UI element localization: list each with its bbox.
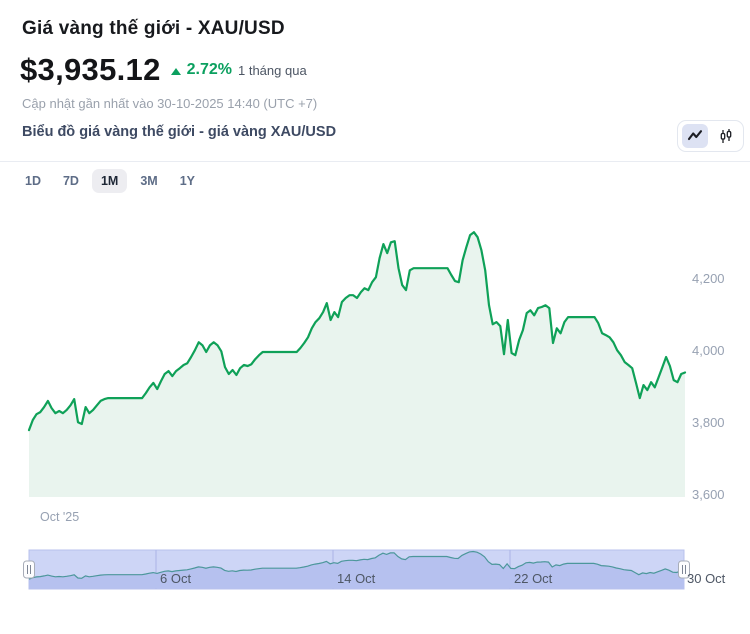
navigator-label-6oct: 6 Oct bbox=[160, 571, 192, 586]
y-axis-tick-4200: 4,200 bbox=[692, 271, 725, 286]
range-button-1d[interactable]: 1D bbox=[25, 174, 41, 188]
y-axis-tick-3600: 3,600 bbox=[692, 487, 725, 502]
chart-type-toggle[interactable] bbox=[677, 120, 744, 152]
navigator-label-30oct: 30 Oct bbox=[687, 571, 726, 586]
navigator-right-handle[interactable] bbox=[678, 560, 690, 579]
line-chart-button[interactable] bbox=[682, 124, 708, 148]
price-line bbox=[27, 231, 687, 432]
navigator-label-22oct: 22 Oct bbox=[514, 571, 553, 586]
navigator-area-fill bbox=[29, 551, 684, 589]
y-axis-tick-4000: 4,000 bbox=[692, 343, 725, 358]
range-button-7d[interactable]: 7D bbox=[62, 174, 79, 188]
price-value: $3,935.12 bbox=[20, 52, 161, 87]
page-title: Giá vàng thế giới - XAU/USD bbox=[22, 18, 285, 39]
update-timestamp: Cập nhật gần nhất vào 30-10-2025 14:40 (… bbox=[22, 96, 318, 111]
range-button-1y[interactable]: 1Y bbox=[179, 174, 196, 188]
navigator-line bbox=[28, 550, 685, 580]
y-axis-tick-3800: 3,800 bbox=[692, 415, 725, 430]
line-chart-icon bbox=[687, 130, 703, 141]
main-area-series[interactable] bbox=[27, 231, 687, 497]
navigator-label-14oct: 14 Oct bbox=[337, 571, 376, 586]
up-triangle-icon bbox=[170, 67, 181, 75]
price-change: 2.72% 1 tháng qua bbox=[170, 61, 307, 79]
range-button-3m[interactable]: 3M bbox=[140, 174, 158, 188]
change-period: 1 tháng qua bbox=[238, 62, 307, 78]
change-percent: 2.72% bbox=[186, 61, 232, 78]
range-selector: 1D 7D 1M 3M 1Y bbox=[16, 169, 204, 193]
navigator[interactable] bbox=[23, 549, 690, 590]
price-row: $3,935.12 2.72% 1 tháng qua bbox=[20, 52, 307, 88]
price-area-fill bbox=[29, 232, 685, 497]
divider bbox=[0, 161, 750, 162]
navigator-left-handle[interactable] bbox=[23, 560, 35, 579]
range-button-1m[interactable]: 1M bbox=[91, 169, 128, 193]
x-axis-label: Oct '25 bbox=[40, 510, 80, 524]
chart-subtitle: Biểu đồ giá vàng thế giới - giá vàng XAU… bbox=[22, 124, 337, 140]
candlestick-icon bbox=[720, 129, 732, 143]
candlestick-button[interactable] bbox=[713, 124, 739, 148]
